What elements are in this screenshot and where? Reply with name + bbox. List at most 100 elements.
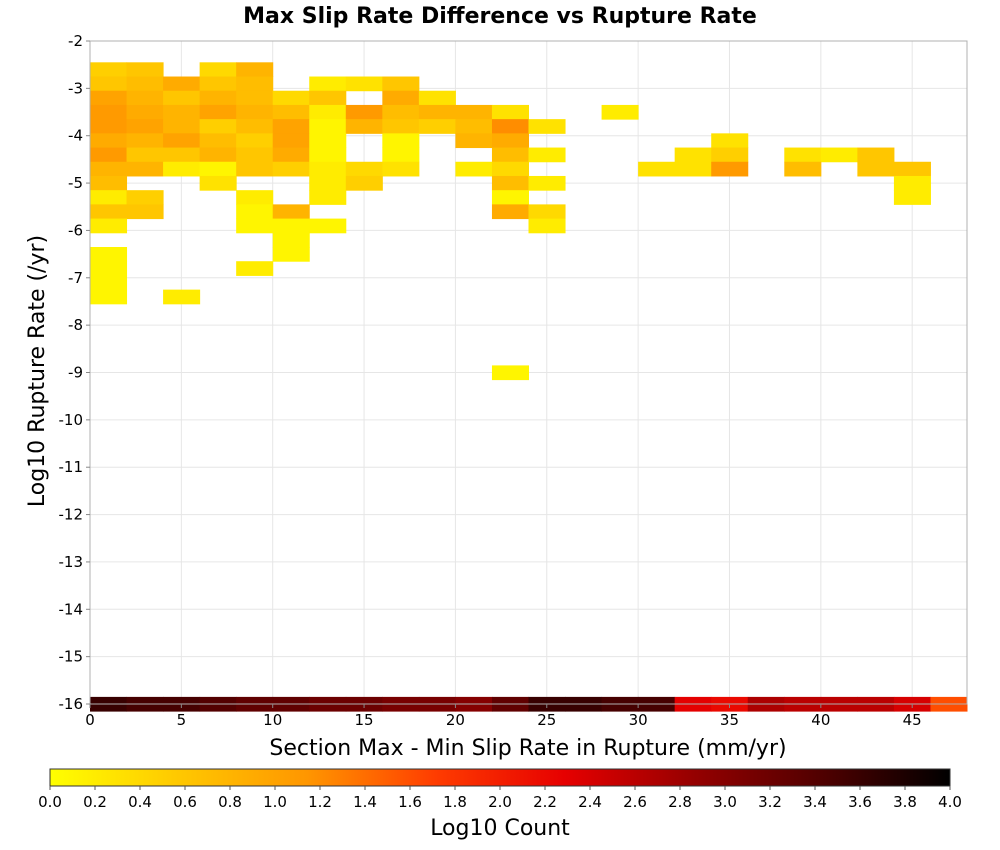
x-tick-label: 15: [355, 711, 374, 729]
x-tick-label: 40: [811, 711, 830, 729]
heatmap-cell: [528, 147, 566, 163]
heatmap-cell: [418, 104, 456, 120]
heatmap-cell: [90, 275, 128, 291]
heatmap-cell: [272, 104, 310, 120]
heatmap-cell: [491, 119, 529, 134]
colorbar-tick-label: 0.8: [218, 793, 242, 811]
heatmap-cell: [163, 76, 201, 92]
y-tick-label: -8: [68, 316, 83, 334]
heatmap-cell: [491, 365, 529, 381]
y-tick-label: -7: [68, 269, 83, 287]
heatmap-cell: [857, 147, 895, 163]
colorbar-tick-label: 1.2: [308, 793, 332, 811]
heatmap-cell: [90, 62, 128, 78]
heatmap-cell: [272, 247, 310, 262]
colorbar-tick-label: 1.0: [263, 793, 287, 811]
heatmap-cell: [893, 175, 931, 191]
heatmap-cell: [345, 175, 383, 191]
heatmap-cell: [382, 104, 420, 120]
heatmap-cell: [272, 133, 310, 149]
heatmap-cell: [382, 147, 420, 163]
heatmap-cell: [309, 119, 347, 134]
heatmap-cell: [199, 76, 237, 92]
x-tick-label: 35: [720, 711, 739, 729]
colorbar-tick-label: 0.4: [128, 793, 152, 811]
heatmap-cell: [309, 175, 347, 191]
heatmap-cell: [126, 161, 164, 177]
heatmap-cell: [163, 133, 201, 149]
colorbar-tick-label: 2.2: [533, 793, 557, 811]
heatmap-cell: [236, 76, 274, 92]
heatmap-cell: [199, 147, 237, 163]
colorbar-tick-label: 3.8: [893, 793, 917, 811]
heatmap-cell: [345, 161, 383, 177]
heatmap-cell: [126, 90, 164, 106]
heatmap-cell: [309, 161, 347, 177]
heatmap-cell: [90, 190, 128, 205]
x-tick-label: 30: [629, 711, 648, 729]
y-tick-label: -11: [59, 458, 84, 476]
heatmap-cell: [857, 161, 895, 177]
heatmap-cell: [418, 90, 456, 106]
heatmap-cell: [199, 133, 237, 149]
heatmap-cell: [491, 204, 529, 220]
colorbar-ticks: 0.0 0.2 0.4 0.6 0.8 1.0 1.2 1.4 1.6 1.8 2.0 2.2 2.4 2…: [38, 786, 962, 811]
heatmap-cell: [236, 62, 274, 78]
heatmap-cells: [90, 62, 968, 712]
heatmap-cell: [893, 190, 931, 205]
colorbar-tick-label: 0.0: [38, 793, 62, 811]
heatmap-cell: [90, 218, 128, 234]
x-tick-label: 25: [537, 711, 556, 729]
heatmap-cell: [345, 104, 383, 120]
heatmap-cell: [272, 232, 310, 248]
heatmap-cell: [126, 190, 164, 205]
heatmap-cell: [674, 147, 712, 163]
heatmap-cell: [90, 175, 128, 191]
heatmap-cell: [126, 76, 164, 92]
heatmap-cell: [382, 133, 420, 149]
x-tick-label: 0: [85, 711, 95, 729]
y-tick-label: -6: [68, 221, 83, 239]
heatmap-cell: [236, 104, 274, 120]
colorbar-tick-label: 1.8: [443, 793, 467, 811]
heatmap-cell: [528, 204, 566, 220]
heatmap-cell: [163, 90, 201, 106]
heatmap-cell: [309, 218, 347, 234]
colorbar-tick-label: 0.2: [83, 793, 107, 811]
y-tick-label: -14: [59, 600, 84, 618]
y-tick-label: -5: [68, 174, 83, 192]
heatmap-cell: [382, 119, 420, 134]
y-tick-label: -10: [59, 411, 84, 429]
heatmap-cell: [820, 147, 858, 163]
heatmap-cell: [784, 147, 822, 163]
colorbar-tick-label: 3.4: [803, 793, 827, 811]
heatmap-cell: [272, 90, 310, 106]
heatmap-cell: [674, 161, 712, 177]
x-tick-label: 20: [446, 711, 465, 729]
y-tick-label: -13: [59, 553, 84, 571]
heatmap-cell: [382, 90, 420, 106]
heatmap-cell: [126, 204, 164, 220]
heatmap-cell: [90, 161, 128, 177]
heatmap-cell: [90, 104, 128, 120]
y-tick-label: -3: [68, 79, 83, 97]
heatmap-cell: [199, 161, 237, 177]
colorbar-tick-label: 1.6: [398, 793, 422, 811]
heatmap-cell: [90, 261, 128, 276]
heatmap-cell: [236, 190, 274, 205]
heatmap-cell: [236, 261, 274, 276]
x-tick-label: 10: [263, 711, 282, 729]
heatmap-cell: [711, 147, 749, 163]
heatmap-cell: [382, 161, 420, 177]
heatmap-cell: [199, 90, 237, 106]
heatmap-cell: [163, 289, 201, 305]
heatmap-cell: [491, 104, 529, 120]
heatmap-cell: [893, 161, 931, 177]
heatmap-cell: [345, 119, 383, 134]
heatmap-cell: [126, 147, 164, 163]
heatmap-cell: [455, 161, 493, 177]
chart-title: Max Slip Rate Difference vs Rupture Rate: [243, 4, 757, 29]
heatmap-cell: [90, 204, 128, 220]
colorbar-tick-label: 3.6: [848, 793, 872, 811]
